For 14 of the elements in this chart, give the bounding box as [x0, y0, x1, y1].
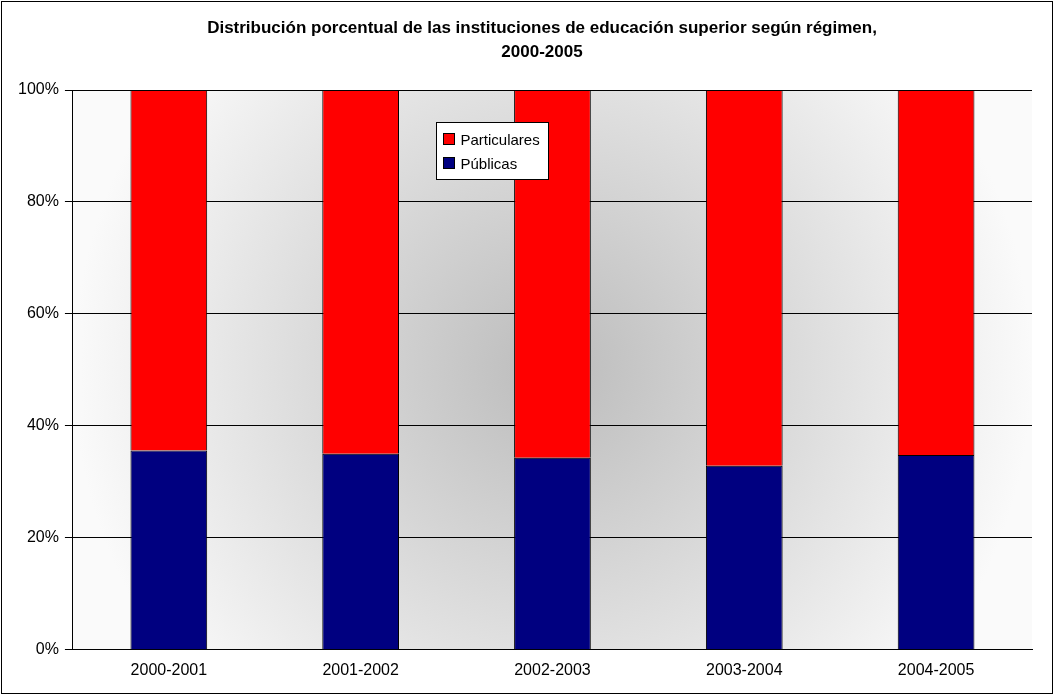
y-tick-label: 0% [35, 640, 59, 658]
x-tick-label: 2000-2001 [130, 660, 208, 678]
x-tick-label: 2002-2003 [514, 660, 591, 678]
legend-label: Públicas [460, 154, 518, 172]
x-tick-label: 2004-2005 [897, 660, 975, 678]
y-tick-label: 20% [26, 528, 59, 546]
y-tick-label: 60% [26, 304, 59, 322]
series-label: Particulares [460, 130, 540, 148]
y-tick-label: 100% [18, 80, 59, 98]
chart-title: Distribución porcentual de las instituciones de educación superior según régimen, 2000-2005 [206, 17, 878, 63]
y-tick-label: 80% [26, 192, 59, 210]
x-tick-label: 2001-2002 [322, 660, 399, 678]
x-tick-label: 2003-2004 [706, 660, 783, 678]
y-tick-label: 40% [26, 416, 59, 434]
